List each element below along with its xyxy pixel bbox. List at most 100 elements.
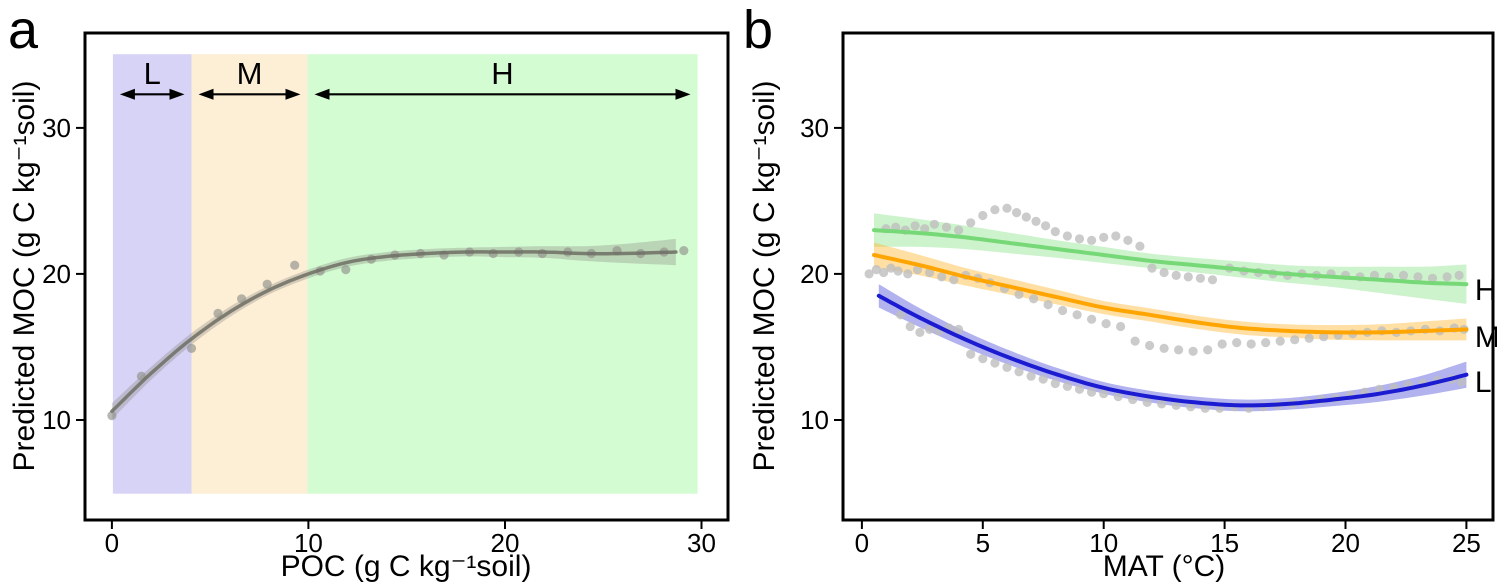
data-point	[107, 411, 117, 421]
region-label-L: L	[144, 56, 161, 91]
region-M	[191, 54, 308, 494]
data-point	[1203, 345, 1213, 355]
data-point	[1290, 335, 1300, 345]
y-tick-label: 30	[800, 113, 829, 143]
series-label-L: L	[1475, 366, 1492, 399]
data-point	[1427, 273, 1438, 283]
data-point	[1457, 377, 1467, 387]
data-point	[925, 324, 935, 334]
data-point	[1041, 221, 1051, 231]
data-point	[1304, 333, 1314, 343]
plot-border	[83, 31, 730, 522]
data-point	[966, 218, 976, 228]
data-point	[1195, 273, 1205, 283]
data-point	[1413, 272, 1423, 282]
data-point	[1111, 231, 1121, 241]
data-point	[1159, 267, 1169, 278]
panel-a-letter: a	[8, 0, 39, 60]
data-point	[905, 321, 915, 332]
data-point	[1099, 389, 1109, 399]
data-point	[290, 260, 300, 270]
confidence-band-smooth	[111, 238, 676, 420]
arrowhead-left-icon	[314, 88, 330, 100]
data-point	[1058, 305, 1068, 316]
y-tick-label: 20	[42, 259, 71, 289]
panel-b-x-axis-title: MAT (°C)	[1103, 550, 1226, 583]
data-point	[920, 224, 930, 234]
range-arrow-H	[314, 88, 691, 100]
data-point	[903, 269, 913, 279]
x-tick-label: 25	[1452, 528, 1481, 558]
data-point	[879, 267, 889, 278]
data-point	[1261, 338, 1271, 348]
region-label-M: M	[237, 56, 263, 91]
panel-a-x-axis-title: POC (g C kg⁻¹soil)	[281, 550, 532, 583]
smooth-line-H	[872, 228, 1469, 287]
data-point	[1002, 203, 1012, 213]
data-point	[213, 308, 223, 318]
x-tick-label: 10	[1089, 528, 1118, 558]
range-arrow-M	[198, 88, 301, 100]
data-point	[1174, 345, 1184, 355]
arrowhead-right-icon	[285, 88, 301, 100]
data-point	[1050, 378, 1060, 389]
data-point	[1128, 394, 1138, 405]
x-tick-label: 30	[687, 528, 716, 558]
data-point	[1442, 272, 1452, 282]
data-point	[1200, 403, 1210, 413]
panel-a-plot-layer: L M H 0 10 20 30 10 20 30	[42, 31, 730, 558]
data-point	[1157, 399, 1167, 409]
data-point	[1031, 216, 1041, 226]
data-point	[1145, 340, 1155, 351]
data-point	[1171, 270, 1181, 280]
data-point	[1135, 241, 1145, 251]
data-point	[1275, 336, 1285, 346]
data-point	[1029, 294, 1039, 304]
data-point	[1101, 319, 1111, 329]
data-point	[1246, 339, 1256, 349]
data-point	[929, 219, 939, 229]
data-point	[1087, 387, 1097, 397]
data-point	[1014, 367, 1024, 377]
data-point	[1062, 381, 1072, 391]
confidence-band-L	[878, 284, 1467, 412]
data-point	[912, 265, 923, 275]
series-label-M: M	[1475, 321, 1497, 354]
data-point	[1319, 332, 1329, 342]
data-point	[864, 269, 874, 279]
confidence-band-H	[874, 213, 1467, 304]
data-point	[1072, 310, 1082, 320]
data-point	[1186, 402, 1196, 412]
panel-a: L M H 0 10 20 30 10 20 30 a POC (g C kg⁻¹soil) Pr…	[8, 0, 730, 583]
data-point	[896, 310, 906, 320]
x-tick-label: 15	[1210, 528, 1239, 558]
data-point	[893, 266, 903, 276]
data-point	[1142, 397, 1152, 407]
x-tick-label: 20	[491, 528, 520, 558]
data-point	[949, 275, 959, 285]
data-point	[1454, 270, 1464, 280]
data-point	[1062, 231, 1072, 241]
data-point	[1232, 338, 1242, 348]
smooth-line-M	[872, 253, 1469, 335]
arrowhead-right-icon	[169, 88, 185, 100]
data-point	[1050, 227, 1060, 237]
panel-a-y-axis-title: Predicted MOC (g C kg⁻¹soil)	[8, 81, 41, 472]
y-tick-label: 10	[800, 405, 829, 435]
region-label-H: H	[491, 56, 513, 91]
data-point	[1130, 336, 1140, 346]
data-point	[1207, 275, 1218, 285]
panel-b-letter: b	[743, 0, 773, 60]
data-point	[1188, 346, 1198, 356]
data-point	[679, 246, 689, 256]
data-point	[1171, 400, 1181, 410]
data-point	[1113, 392, 1123, 402]
series-label-H: H	[1475, 274, 1497, 307]
region-H	[307, 54, 698, 494]
data-point	[1002, 362, 1012, 372]
arrowhead-right-icon	[675, 88, 691, 100]
data-point	[925, 267, 935, 278]
data-point	[1014, 289, 1024, 299]
data-point	[1026, 371, 1036, 381]
